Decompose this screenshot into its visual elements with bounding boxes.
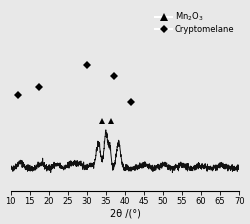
Legend: Mn$_2$O$_3$, Cryptomelane: Mn$_2$O$_3$, Cryptomelane: [154, 10, 235, 34]
X-axis label: 2θ /(°): 2θ /(°): [110, 209, 140, 218]
